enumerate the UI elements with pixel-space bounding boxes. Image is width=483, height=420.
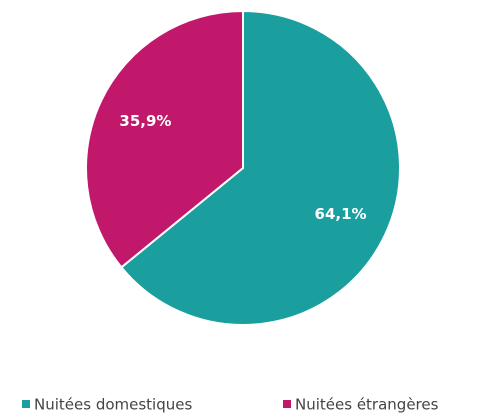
pie-slice <box>119 9 401 326</box>
legend-swatch <box>22 400 30 408</box>
legend-swatch <box>283 400 291 408</box>
legend-label: Nuitées domestiques <box>34 396 192 414</box>
value-label: 35,9% <box>119 112 171 130</box>
pie-slice <box>85 9 244 269</box>
legend-label: Nuitées étrangères <box>295 396 439 414</box>
value-label: 64,1% <box>315 205 367 223</box>
